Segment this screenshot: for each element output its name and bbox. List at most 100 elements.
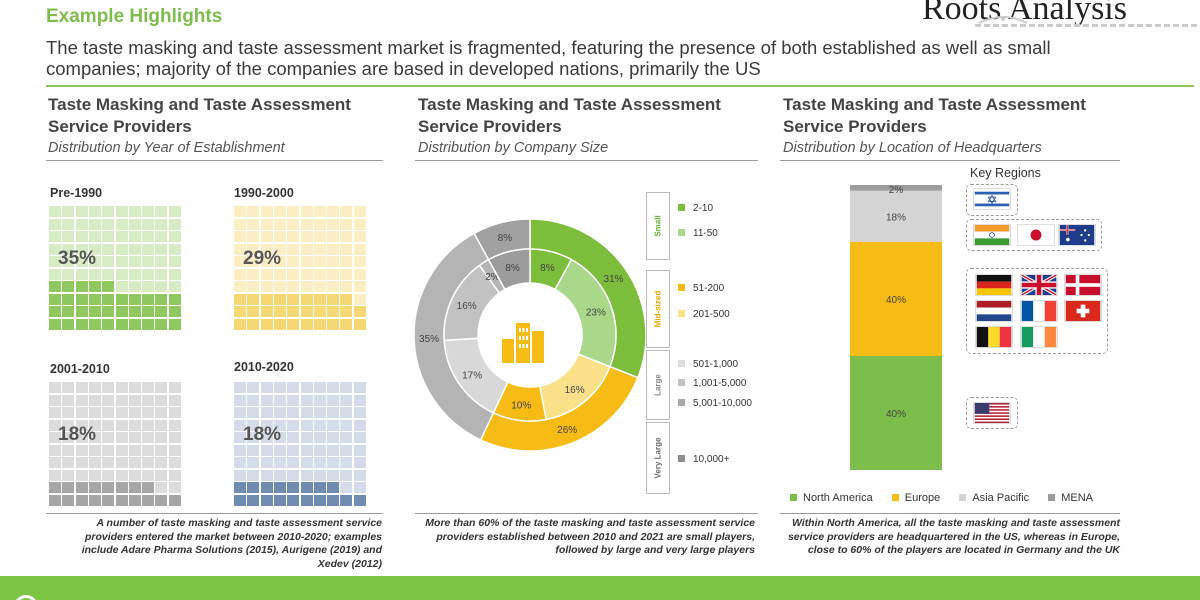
waffle-cell [75, 494, 88, 506]
waffle-cell [300, 482, 313, 493]
panel-divider [780, 160, 1120, 161]
panel-title: Taste Masking and Taste Assessment Servi… [48, 95, 351, 136]
waffle-cell [353, 419, 366, 431]
waffle-cell [168, 306, 181, 317]
waffle-cell [340, 268, 353, 280]
legend-swatch [678, 399, 685, 406]
waffle-cell [353, 306, 366, 317]
waffle-cell [273, 206, 286, 217]
waffle-cell [115, 407, 128, 418]
waffle-cell [247, 482, 260, 493]
waffle-cell [62, 293, 75, 305]
waffle-cell [247, 306, 260, 317]
bar-segment-label: 40% [886, 295, 906, 306]
waffle-cell [49, 444, 61, 456]
legend-swatch [678, 229, 685, 236]
waffle-cell [102, 318, 115, 330]
waffle-cell [155, 218, 168, 230]
waffle-cell [75, 243, 88, 255]
waffle-cell [273, 419, 286, 431]
legend-label: 501-1,000 [693, 359, 739, 370]
legend-swatch [678, 204, 685, 211]
waffle-cell [234, 206, 246, 217]
waffle-cell [313, 407, 326, 418]
waffle-cell [327, 281, 340, 292]
donut-inner-label: 8% [505, 263, 520, 274]
waffle-cell [88, 407, 101, 418]
waffle-cell [75, 394, 88, 406]
waffle-cell [300, 407, 313, 418]
waffle-cell [142, 231, 155, 242]
waffle-cell [75, 432, 88, 443]
waffle-cell [247, 293, 260, 305]
legend-group-very-large: Very Large [646, 422, 670, 494]
waffle-cell [353, 444, 366, 456]
waffle-cell [353, 382, 366, 393]
waffle-cell [168, 268, 181, 280]
waffle-cell [49, 419, 61, 431]
waffle-cell [142, 256, 155, 267]
waffle-cell [273, 231, 286, 242]
waffle-cell [128, 306, 141, 317]
waffle-cell [273, 306, 286, 317]
waffle-cell [273, 281, 286, 292]
waffle-cell [247, 256, 260, 267]
waffle-cell [128, 318, 141, 330]
waffle-cell [260, 469, 273, 481]
legend-item: MENA [1048, 492, 1093, 504]
waffle-cell [128, 444, 141, 456]
waffle-cell [234, 231, 246, 242]
waffle-cell [142, 206, 155, 217]
waffle-cell [142, 218, 155, 230]
waffle-cell [327, 256, 340, 267]
waffle-cell [234, 306, 246, 317]
waffle-cell [287, 281, 300, 292]
waffle-cell [49, 206, 61, 217]
bar-segment [850, 190, 942, 242]
waffle-cell [49, 394, 61, 406]
waffle-cell [62, 231, 75, 242]
waffle-cell [353, 394, 366, 406]
waffle-cell [155, 394, 168, 406]
legend-item: North America [790, 492, 873, 504]
waffle-cell [128, 419, 141, 431]
waffle-cell [260, 218, 273, 230]
waffle-value: 18% [58, 424, 97, 445]
waffle-cell [168, 256, 181, 267]
waffle-cell [62, 256, 75, 267]
waffle-cell [327, 394, 340, 406]
waffle-chart-2001-2010 [49, 382, 182, 507]
waffle-cell [300, 281, 313, 292]
waffle-cell [168, 231, 181, 242]
waffle-cell [327, 218, 340, 230]
waffle-cell [102, 432, 115, 443]
panel-subtitle: Distribution by Company Size [418, 140, 609, 156]
waffle-cell [234, 494, 246, 506]
waffle-cell [115, 218, 128, 230]
waffle-cell [115, 231, 128, 242]
waffle-cell [115, 306, 128, 317]
waffle-cell [287, 318, 300, 330]
waffle-cell [260, 243, 273, 255]
waffle-cell [168, 293, 181, 305]
legend-swatch [678, 284, 685, 291]
waffle-cell [88, 469, 101, 481]
footnote-headquarters: Within North America, all the taste mask… [787, 517, 1120, 556]
legend-item: 1,001-5,000 [678, 378, 746, 389]
panel-divider [415, 513, 758, 514]
bar-segment [850, 356, 942, 470]
waffle-cell [115, 482, 128, 493]
waffle-cell [115, 318, 128, 330]
waffle-cell [88, 218, 101, 230]
waffle-cell [234, 382, 246, 393]
waffle-cell [62, 407, 75, 418]
waffle-cell [247, 419, 260, 431]
legend-item: 201-500 [678, 309, 730, 320]
waffle-cell [313, 457, 326, 468]
waffle-cell [273, 407, 286, 418]
waffle-cell [273, 444, 286, 456]
legend-swatch [790, 494, 797, 501]
donut-inner-label: 10% [511, 400, 531, 411]
waffle-cell [75, 293, 88, 305]
waffle-cell [62, 382, 75, 393]
